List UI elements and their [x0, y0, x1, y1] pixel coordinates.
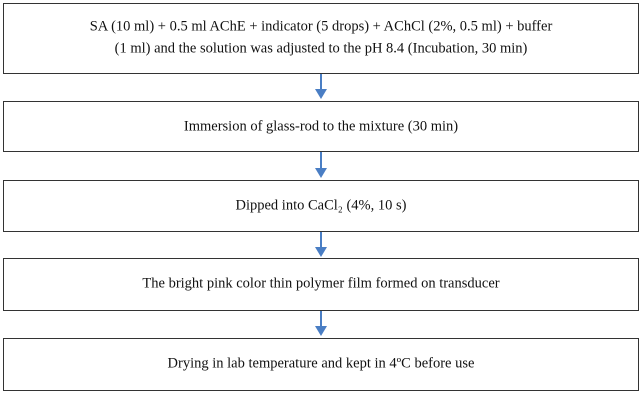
arrow — [315, 232, 327, 257]
step-text: Dipped into CaCl₂ (4%, 10 s) — [236, 197, 407, 213]
step-box — [3, 3, 639, 74]
arrow — [315, 311, 327, 336]
step-box — [3, 258, 639, 311]
step-text: Immersion of glass-rod to the mixture (3… — [184, 118, 458, 134]
step-box — [3, 338, 639, 391]
step-box — [3, 101, 639, 152]
step-box — [3, 180, 639, 232]
step-text: SA (10 ml) + 0.5 ml AChE + indicator (5 … — [90, 18, 553, 34]
arrow — [315, 74, 327, 99]
arrow — [315, 152, 327, 178]
step-text: (1 ml) and the solution was adjusted to … — [115, 40, 528, 56]
step-text: Drying in lab temperature and kept in 4º… — [168, 355, 475, 371]
step-text: The bright pink color thin polymer film … — [142, 275, 499, 291]
